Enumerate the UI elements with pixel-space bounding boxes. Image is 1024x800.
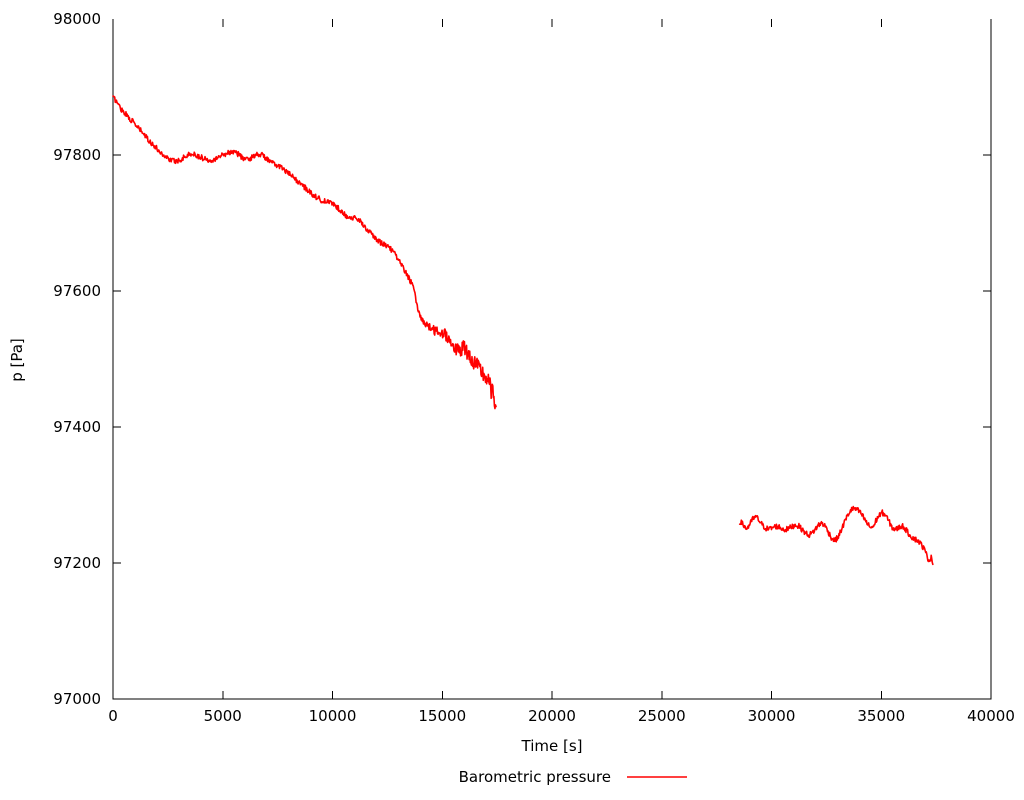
- x-tick-label: 25000: [638, 707, 686, 725]
- y-tick-label: 97200: [53, 554, 101, 572]
- y-tick-label: 97000: [53, 690, 101, 708]
- data-series-group: [112, 95, 934, 566]
- x-tick-label: 15000: [418, 707, 466, 725]
- x-tick-label: 40000: [967, 707, 1015, 725]
- x-tick-label: 5000: [204, 707, 242, 725]
- series-line-segment-2: [738, 505, 934, 566]
- y-tick-label: 98000: [53, 10, 101, 28]
- x-axis-ticks: 0 5000 10000 15000 20000 25000 30000 35000 40000: [108, 19, 1015, 725]
- y-axis-title: p [Pa]: [8, 338, 26, 382]
- y-axis-ticks: 97000 97200 97400 97600 97800 98000: [53, 10, 991, 708]
- x-axis-title: Time [s]: [521, 737, 583, 755]
- y-tick-label: 97400: [53, 418, 101, 436]
- x-tick-label: 0: [108, 707, 118, 725]
- legend-label-barometric-pressure: Barometric pressure: [459, 768, 611, 786]
- x-tick-label: 35000: [857, 707, 905, 725]
- axis-frame: [112, 19, 992, 700]
- series-line-segment-1: [112, 95, 497, 410]
- x-tick-label: 10000: [309, 707, 357, 725]
- y-tick-label: 97600: [53, 282, 101, 300]
- y-tick-label: 97800: [53, 146, 101, 164]
- x-tick-label: 30000: [748, 707, 796, 725]
- x-tick-label: 20000: [528, 707, 576, 725]
- legend: Barometric pressure: [459, 768, 687, 786]
